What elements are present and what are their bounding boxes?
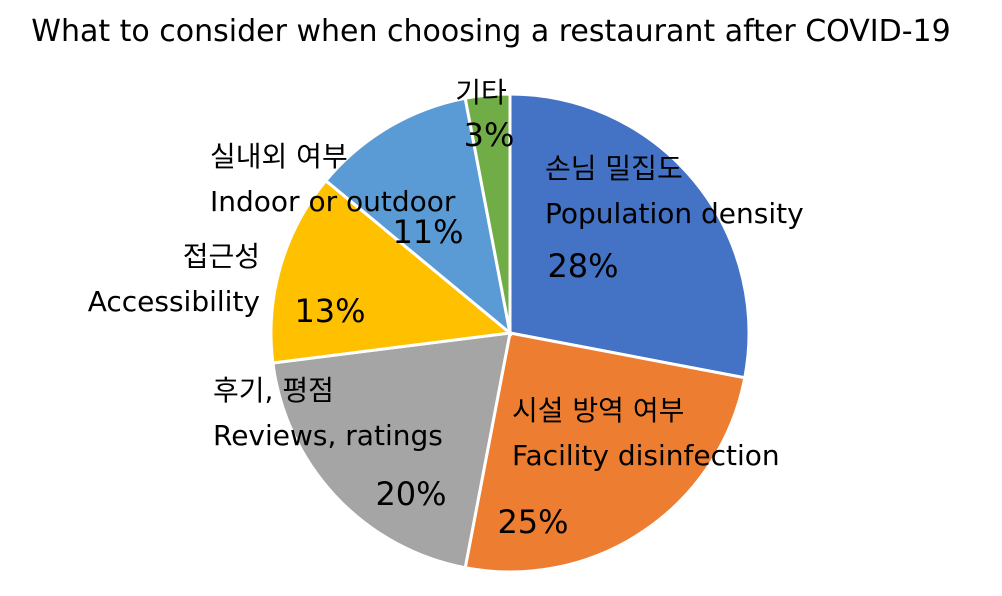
pie-slice-1 — [508, 92, 751, 380]
slice-label-ko: 후기, 평점 — [213, 374, 334, 407]
slice-label-ko: 시설 방역 여부 — [512, 394, 684, 427]
pie-slices — [269, 92, 751, 574]
slice-label-ko: 손님 밀집도 — [545, 152, 683, 185]
slice-label-2: 시설 방역 여부 Facility disinfection — [512, 394, 780, 472]
slice-value-label-2: 25% — [497, 503, 568, 541]
slice-label-ko: 접근성 — [183, 240, 260, 273]
slice-label-4: 접근성 Accessibility — [88, 240, 260, 318]
slice-value-label-5: 11% — [392, 213, 463, 251]
slice-label-en: Population density — [545, 197, 804, 230]
slice-label-6: 기타 — [455, 76, 507, 109]
slice-value-label-3: 20% — [375, 475, 446, 513]
slice-label-en: Accessibility — [88, 285, 260, 318]
slice-label-5: 실내외 여부 Indoor or outdoor — [210, 140, 456, 218]
chart-title: What to consider when choosing a restaur… — [31, 14, 951, 49]
slice-label-ko: 실내외 여부 — [210, 140, 348, 173]
slice-label-3: 후기, 평점 Reviews, ratings — [213, 374, 443, 452]
pie-slice-5 — [323, 96, 513, 337]
slice-label-en: Reviews, ratings — [213, 419, 443, 452]
slice-value-label-1: 28% — [547, 247, 618, 285]
slice-label-1: 손님 밀집도 Population density — [545, 152, 804, 230]
pie-slice-6 — [463, 92, 512, 334]
slice-value-label-6: 3% — [464, 116, 515, 154]
pie-labels: 손님 밀집도 Population density 28% 시설 방역 여부 Facil… — [88, 76, 804, 541]
pie-slice-4 — [269, 178, 514, 365]
pie-slice-2 — [463, 331, 747, 574]
slice-label-ko: 기타 — [455, 76, 507, 109]
slice-label-en: Indoor or outdoor — [210, 185, 456, 218]
pie-slice-3 — [271, 331, 512, 570]
slice-value-label-4: 13% — [294, 292, 365, 330]
slice-label-en: Facility disinfection — [512, 439, 780, 472]
